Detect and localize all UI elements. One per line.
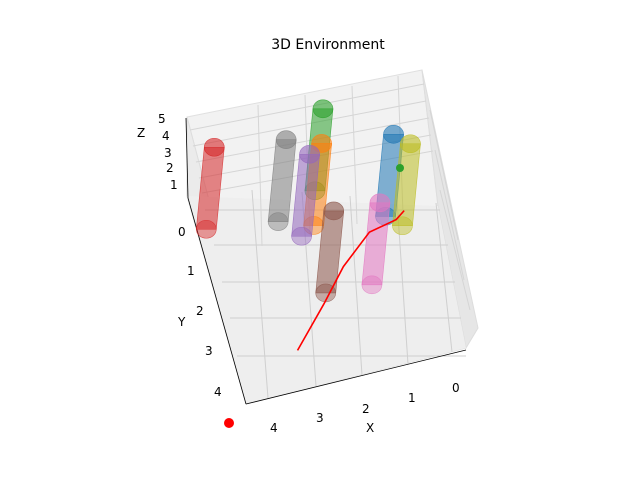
z-axis-label: Z — [137, 126, 145, 140]
y-axis-label: Y — [177, 315, 186, 329]
grid-line — [192, 100, 427, 147]
x-tick-label: 2 — [362, 402, 370, 416]
x-tick-label: 3 — [316, 411, 324, 425]
grid-line — [396, 199, 409, 365]
cylinder — [195, 137, 225, 239]
grid-line — [429, 109, 459, 241]
start-marker — [224, 418, 234, 428]
cylinder-bottom — [361, 275, 383, 295]
z-tick-label: 5 — [158, 112, 166, 126]
cylinder-top — [299, 144, 320, 164]
z-tick-label: 3 — [164, 146, 172, 160]
cylinder — [361, 193, 391, 295]
grid-line — [351, 85, 358, 225]
goal-marker — [396, 164, 404, 172]
cylinders — [195, 99, 421, 303]
z-axis-line — [185, 117, 189, 199]
path-layer — [296, 210, 405, 351]
grid-line — [257, 104, 263, 247]
tick-labels: 0 1 2 3 4 0 1 2 3 4 1 2 3 4 5 — [158, 112, 460, 435]
grid-line — [251, 189, 269, 399]
cylinder-top — [400, 134, 421, 154]
cylinder-bottom — [267, 212, 289, 231]
cylinder-bottom — [291, 226, 312, 246]
grid-line — [439, 189, 471, 311]
cylinder — [267, 130, 297, 231]
cylinder-bottom — [195, 219, 217, 239]
x-axis-label: X — [366, 421, 374, 435]
grid-line — [349, 195, 363, 376]
cylinder-bottom — [392, 216, 413, 236]
cylinder-top — [383, 125, 404, 144]
grid-line — [434, 149, 465, 281]
x-tick-label: 0 — [452, 381, 460, 395]
y-axis-line — [187, 197, 247, 405]
x-tick-label: 4 — [270, 421, 278, 435]
cylinder-top — [275, 130, 297, 149]
z-tick-label: 1 — [170, 178, 178, 192]
z-tick-label: 2 — [166, 161, 174, 175]
x-tick-label: 1 — [408, 391, 416, 405]
cylinder-top — [203, 137, 225, 157]
z-tick-label: 4 — [162, 129, 170, 143]
markers — [224, 164, 404, 428]
cylinder — [315, 201, 345, 303]
grid-line — [435, 202, 453, 353]
cylinder-top — [369, 193, 391, 213]
chart-title: 3D Environment — [271, 37, 385, 53]
cylinder-top — [312, 99, 334, 119]
x-axis-line — [245, 349, 467, 405]
y-tick-label: 2 — [196, 304, 204, 318]
y-tick-label: 3 — [205, 344, 213, 358]
cylinder-top — [323, 201, 345, 221]
y-tick-label: 4 — [214, 385, 222, 399]
cylinder — [291, 144, 320, 246]
y-tick-label: 0 — [178, 225, 186, 239]
path-line — [296, 210, 405, 351]
y-tick-label: 1 — [187, 264, 195, 278]
axis-lines — [185, 117, 467, 405]
grid-line — [189, 83, 425, 131]
